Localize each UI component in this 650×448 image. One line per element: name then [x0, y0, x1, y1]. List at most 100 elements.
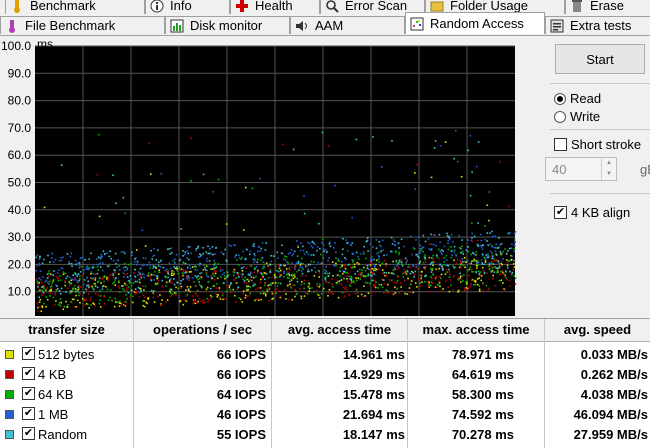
- tab-health[interactable]: Health: [230, 0, 320, 14]
- scatter-point: [183, 299, 186, 301]
- tab-file-benchmark[interactable]: File Benchmark: [0, 16, 165, 34]
- scatter-point: [474, 279, 477, 282]
- scatter-point: [513, 275, 515, 277]
- short-stroke-checkbox[interactable]: Short stroke: [554, 137, 641, 152]
- scatter-point: [259, 281, 262, 284]
- scatter-point: [300, 283, 302, 286]
- scatter-point: [120, 303, 123, 306]
- scatter-point: [251, 244, 254, 247]
- y-tick-label: 10.0: [8, 285, 32, 299]
- scatter-point: [120, 285, 123, 288]
- scatter-point: [165, 285, 167, 288]
- series-checkbox[interactable]: ✔: [22, 347, 35, 360]
- scatter-point: [247, 288, 249, 291]
- scatter-point: [491, 266, 493, 269]
- tab-info[interactable]: Info: [145, 0, 230, 14]
- scatter-point: [253, 243, 255, 245]
- scatter-point: [472, 283, 475, 286]
- table-row: ✔ 4 KB 66 IOPS 14.929 ms 64.619 ms 0.262 MB/s: [0, 365, 650, 385]
- scatter-point: [425, 265, 427, 268]
- scatter-point: [206, 269, 209, 272]
- scatter-point: [142, 285, 145, 287]
- scatter-point: [170, 294, 173, 297]
- scatter-point: [200, 276, 203, 279]
- series-checkbox[interactable]: ✔: [22, 407, 35, 420]
- series-color-swatch: [5, 370, 14, 379]
- scatter-point: [219, 298, 222, 300]
- scatter-point: [59, 298, 62, 300]
- tab-error-scan[interactable]: Error Scan: [320, 0, 425, 14]
- series-checkbox[interactable]: ✔: [22, 427, 35, 440]
- series-checkbox[interactable]: ✔: [22, 387, 35, 400]
- write-radio[interactable]: Write: [554, 109, 600, 124]
- scatter-point: [457, 278, 460, 281]
- scatter-point: [88, 293, 90, 295]
- scatter-point: [437, 248, 440, 251]
- scatter-point: [410, 235, 412, 238]
- scatter-point: [79, 286, 82, 288]
- scatter-point: [142, 273, 145, 276]
- series-checkbox[interactable]: ✔: [22, 367, 35, 380]
- scatter-point: [307, 241, 310, 244]
- spin-down-icon[interactable]: ▼: [606, 171, 612, 177]
- scatter-point: [139, 291, 141, 294]
- scatter-point: [142, 257, 145, 259]
- tab-extra-tests[interactable]: Extra tests: [545, 16, 650, 34]
- scatter-point: [376, 259, 378, 262]
- scatter-point: [152, 264, 155, 267]
- scatter-point: [288, 277, 290, 279]
- scatter-point: [123, 289, 126, 292]
- scatter-point: [182, 261, 185, 263]
- tab-row-bottom: File Benchmark Disk monitor AAM Random A…: [0, 12, 650, 36]
- read-radio[interactable]: Read: [554, 91, 601, 106]
- scatter-point: [295, 290, 297, 292]
- scatter-point: [184, 289, 187, 291]
- scatter-point: [490, 262, 493, 264]
- scatter-point: [241, 256, 243, 259]
- scatter-point: [394, 268, 397, 270]
- scatter-point: [276, 285, 279, 288]
- scatter-point: [194, 285, 197, 287]
- spin-up-icon[interactable]: ▲: [606, 160, 612, 166]
- scatter-point: [214, 272, 217, 275]
- scatter-point: [86, 284, 88, 287]
- scatter-point: [117, 273, 120, 275]
- scatter-point: [399, 282, 402, 284]
- tab-aam[interactable]: AAM: [290, 16, 405, 34]
- scatter-point: [432, 274, 434, 276]
- scatter-point: [185, 300, 188, 302]
- scatter-point: [78, 284, 80, 287]
- scatter-point: [229, 283, 232, 285]
- scatter-point: [40, 278, 42, 281]
- tab-erase[interactable]: Erase: [565, 0, 650, 14]
- scatter-point: [210, 297, 212, 299]
- start-button[interactable]: Start: [555, 44, 645, 74]
- scatter-point: [294, 268, 297, 271]
- scatter-point: [261, 242, 264, 244]
- scatter-point: [280, 295, 282, 298]
- scatter-point: [51, 257, 53, 259]
- align-checkbox[interactable]: ✔ 4 KB align: [554, 205, 631, 220]
- header-ops: operations / sec: [153, 322, 252, 337]
- scatter-point: [60, 259, 63, 262]
- scatter-point: [256, 261, 259, 263]
- scatter-point: [241, 266, 244, 269]
- tab-benchmark[interactable]: Benchmark: [5, 0, 145, 14]
- tab-folder-usage[interactable]: Folder Usage: [425, 0, 565, 14]
- tab-disk-monitor[interactable]: Disk monitor: [165, 16, 290, 34]
- scatter-point: [283, 270, 285, 273]
- scatter-point: [400, 286, 402, 288]
- scatter-point: [505, 270, 507, 273]
- scatter-point: [47, 272, 50, 275]
- scatter-point: [460, 266, 462, 269]
- scatter-point: [490, 271, 493, 273]
- scatter-point: [52, 260, 55, 263]
- short-stroke-spinner[interactable]: 40 ▲ ▼: [545, 157, 617, 181]
- tab-random-access[interactable]: Random Access: [405, 12, 545, 34]
- scatter-point: [36, 264, 38, 267]
- scatter-point: [257, 250, 259, 253]
- scatter-point: [252, 258, 255, 261]
- scatter-point: [188, 258, 190, 261]
- scatter-point: [190, 270, 192, 273]
- scatter-point: [246, 248, 248, 251]
